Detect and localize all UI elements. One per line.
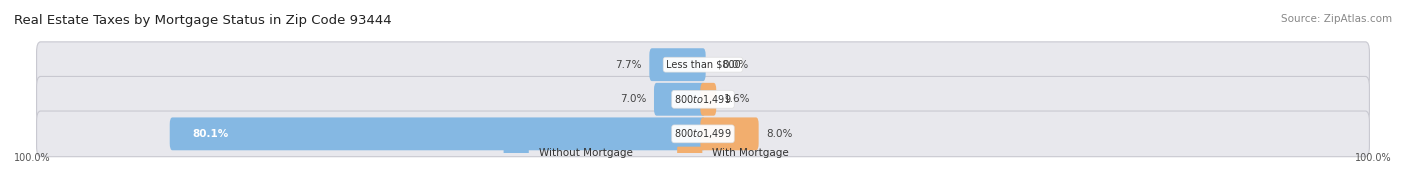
FancyBboxPatch shape xyxy=(37,76,1369,122)
Text: Real Estate Taxes by Mortgage Status in Zip Code 93444: Real Estate Taxes by Mortgage Status in … xyxy=(14,14,392,27)
Text: Less than $800: Less than $800 xyxy=(665,60,741,70)
Text: 7.0%: 7.0% xyxy=(620,94,645,104)
FancyBboxPatch shape xyxy=(37,111,1369,157)
Text: 100.0%: 100.0% xyxy=(14,152,51,162)
Text: $800 to $1,499: $800 to $1,499 xyxy=(675,93,731,106)
Text: Without Mortgage: Without Mortgage xyxy=(538,148,633,158)
Text: 8.0%: 8.0% xyxy=(766,129,793,139)
Text: 100.0%: 100.0% xyxy=(1355,152,1392,162)
FancyBboxPatch shape xyxy=(654,83,706,116)
FancyBboxPatch shape xyxy=(37,42,1369,87)
Text: 7.7%: 7.7% xyxy=(614,60,641,70)
FancyBboxPatch shape xyxy=(503,147,529,160)
Text: 0.0%: 0.0% xyxy=(723,60,749,70)
Text: 1.6%: 1.6% xyxy=(724,94,751,104)
Text: $800 to $1,499: $800 to $1,499 xyxy=(675,127,731,140)
FancyBboxPatch shape xyxy=(650,48,706,81)
FancyBboxPatch shape xyxy=(700,117,759,150)
Text: Source: ZipAtlas.com: Source: ZipAtlas.com xyxy=(1281,14,1392,24)
FancyBboxPatch shape xyxy=(678,147,703,160)
Text: 80.1%: 80.1% xyxy=(193,129,229,139)
FancyBboxPatch shape xyxy=(700,83,716,116)
FancyBboxPatch shape xyxy=(170,117,706,150)
Text: With Mortgage: With Mortgage xyxy=(713,148,789,158)
